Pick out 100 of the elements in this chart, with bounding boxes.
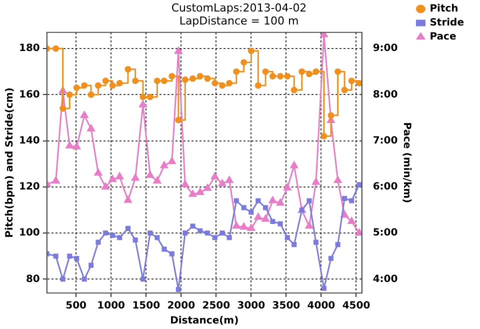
chart-subtitle: LapDistance = 100 m	[179, 14, 299, 28]
point	[73, 84, 80, 91]
point	[306, 198, 312, 204]
point	[196, 72, 204, 80]
y-tick-label: 80	[26, 274, 40, 285]
point	[175, 116, 182, 124]
x-tick-label: 500	[66, 300, 87, 312]
point	[116, 172, 124, 180]
point	[168, 157, 176, 164]
point	[94, 168, 102, 176]
y-tick-label: 120	[19, 182, 40, 193]
point	[292, 242, 297, 248]
legend-label: Stride	[430, 18, 464, 29]
point	[270, 218, 276, 224]
point	[190, 75, 196, 82]
point	[334, 68, 342, 75]
point	[284, 72, 291, 80]
point	[263, 205, 268, 210]
point	[108, 175, 116, 182]
point	[53, 254, 58, 259]
point	[226, 235, 232, 240]
point	[153, 176, 162, 184]
point	[103, 230, 108, 236]
point	[124, 196, 132, 203]
point	[248, 48, 254, 54]
y-tick-label: 180	[19, 43, 40, 54]
point	[60, 276, 66, 282]
point	[154, 235, 160, 240]
point	[117, 235, 122, 240]
point	[168, 72, 176, 80]
point	[81, 82, 88, 89]
point	[140, 94, 146, 100]
point	[125, 226, 130, 231]
x-tick-label: 4000	[307, 300, 336, 312]
point	[139, 100, 147, 108]
point	[262, 214, 270, 222]
y2-tick-label: 8:00	[372, 89, 398, 100]
point	[321, 286, 326, 291]
point	[320, 132, 328, 140]
chart-title: CustomLaps:2013-04-02	[171, 1, 307, 14]
x-tick-label: 2000	[167, 300, 196, 312]
point	[176, 287, 181, 292]
y2-tick-label: 5:00	[372, 228, 398, 239]
point	[124, 66, 132, 73]
point	[109, 82, 116, 89]
point	[306, 70, 312, 78]
point	[132, 237, 138, 242]
y2-axis-title: Pace (min/km)	[401, 122, 412, 204]
y2-tick-label: 7:00	[372, 135, 398, 146]
point	[276, 198, 284, 206]
point	[335, 242, 340, 248]
y-tick-label: 140	[19, 135, 40, 146]
point	[88, 262, 94, 268]
point	[181, 180, 189, 188]
point	[278, 221, 283, 226]
point	[268, 196, 277, 204]
point	[262, 68, 269, 75]
point	[146, 94, 154, 100]
point	[328, 256, 334, 261]
x-tick-label: 2500	[202, 300, 230, 312]
point	[218, 179, 226, 186]
point	[88, 91, 94, 98]
point	[52, 45, 60, 52]
point	[356, 80, 362, 86]
y-tick-label: 100	[19, 228, 40, 239]
point	[356, 182, 362, 188]
point	[355, 228, 362, 236]
x-tick-label: 3500	[272, 300, 300, 312]
point	[204, 230, 210, 236]
point	[334, 176, 342, 184]
point	[102, 78, 109, 84]
point	[74, 256, 80, 261]
legend-label: Pace	[430, 32, 456, 43]
point	[254, 82, 262, 89]
point	[204, 184, 212, 191]
point	[190, 224, 196, 229]
point	[110, 232, 116, 238]
point	[67, 254, 72, 259]
point	[204, 75, 211, 82]
point	[225, 176, 234, 184]
point	[290, 86, 298, 94]
point	[212, 80, 218, 86]
point	[312, 68, 320, 75]
point	[313, 240, 318, 245]
y2-tick-label: 6:00	[372, 182, 398, 193]
point	[234, 198, 239, 204]
point	[226, 80, 233, 86]
point	[160, 78, 168, 84]
point	[233, 68, 240, 75]
x-tick-label: 4500	[342, 300, 370, 312]
point	[154, 78, 160, 84]
point	[162, 246, 167, 252]
point	[348, 217, 356, 224]
point	[198, 228, 203, 234]
point	[96, 240, 101, 245]
point	[211, 172, 219, 180]
point	[169, 251, 174, 256]
point	[342, 196, 348, 201]
point	[160, 161, 168, 168]
point	[248, 210, 254, 215]
